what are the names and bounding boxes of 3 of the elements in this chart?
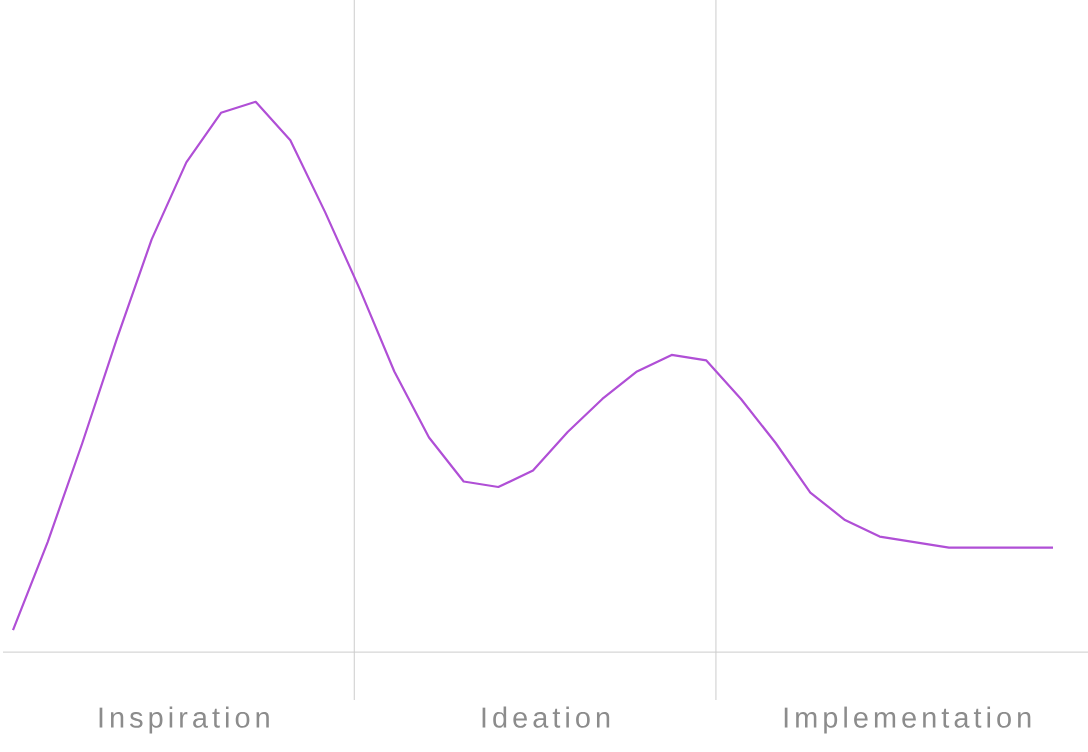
text: Ideation — [482, 706, 610, 728]
text: Inspiration — [99, 706, 269, 734]
text: Implementation — [784, 706, 1031, 734]
